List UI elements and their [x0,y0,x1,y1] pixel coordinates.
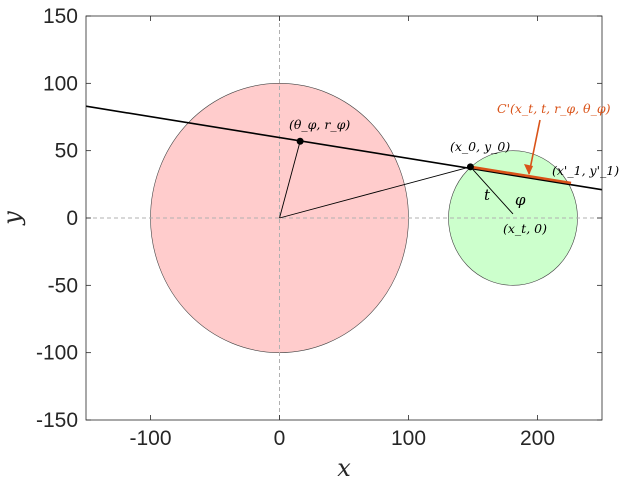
y-tick-label: 0 [66,207,78,230]
y-tick-label: 150 [43,5,78,28]
label-phi: φ [515,191,526,209]
x-tick-label: 200 [520,427,555,450]
y-axis-label: y [0,211,26,226]
y-tick-label: 100 [43,72,78,95]
point-x0-y0 [466,163,474,171]
secant-line [86,105,602,191]
label-theta-r: (θ_φ, r_φ) [289,117,350,132]
label-t: t [484,186,491,204]
y-tick-label: -150 [36,409,78,432]
y-tick-label: 50 [55,140,78,163]
point-theta-r [296,137,304,145]
x-tick-label: 100 [391,427,426,450]
annotation-arrow-shaft [528,119,541,175]
label-cprime: C'(x_t, t, r_φ, θ_φ) [497,101,611,116]
x-axis-label: x [337,454,351,482]
label-xt-0: (x_t, 0) [503,221,547,236]
y-tick-label: -100 [36,342,78,365]
radius-to-x0-point [279,166,471,219]
label-x1-y1: (x'_1, y'_1) [552,163,619,178]
plot-contents [86,16,602,420]
x-tick-label: 0 [274,427,286,450]
x-tick-label: -100 [129,427,171,450]
radius-to-theta-point [279,141,301,219]
plot-area: -100 0 100 200 150 100 50 0 -50 -100 -150 x y (θ_φ, r… [0,5,619,482]
label-x0-y0: (x_0, y_0) [450,139,510,154]
annotation-arrow-head [524,164,533,175]
chord-highlight [470,165,572,185]
y-tick-label: -50 [48,274,78,297]
segment-t [470,166,514,215]
